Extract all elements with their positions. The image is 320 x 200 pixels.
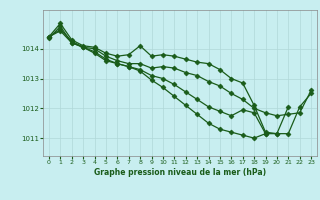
X-axis label: Graphe pression niveau de la mer (hPa): Graphe pression niveau de la mer (hPa) xyxy=(94,168,266,177)
